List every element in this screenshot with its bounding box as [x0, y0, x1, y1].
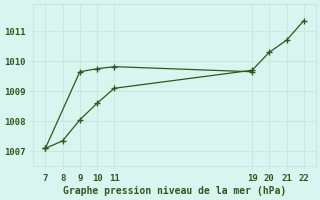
X-axis label: Graphe pression niveau de la mer (hPa): Graphe pression niveau de la mer (hPa) — [63, 186, 286, 196]
